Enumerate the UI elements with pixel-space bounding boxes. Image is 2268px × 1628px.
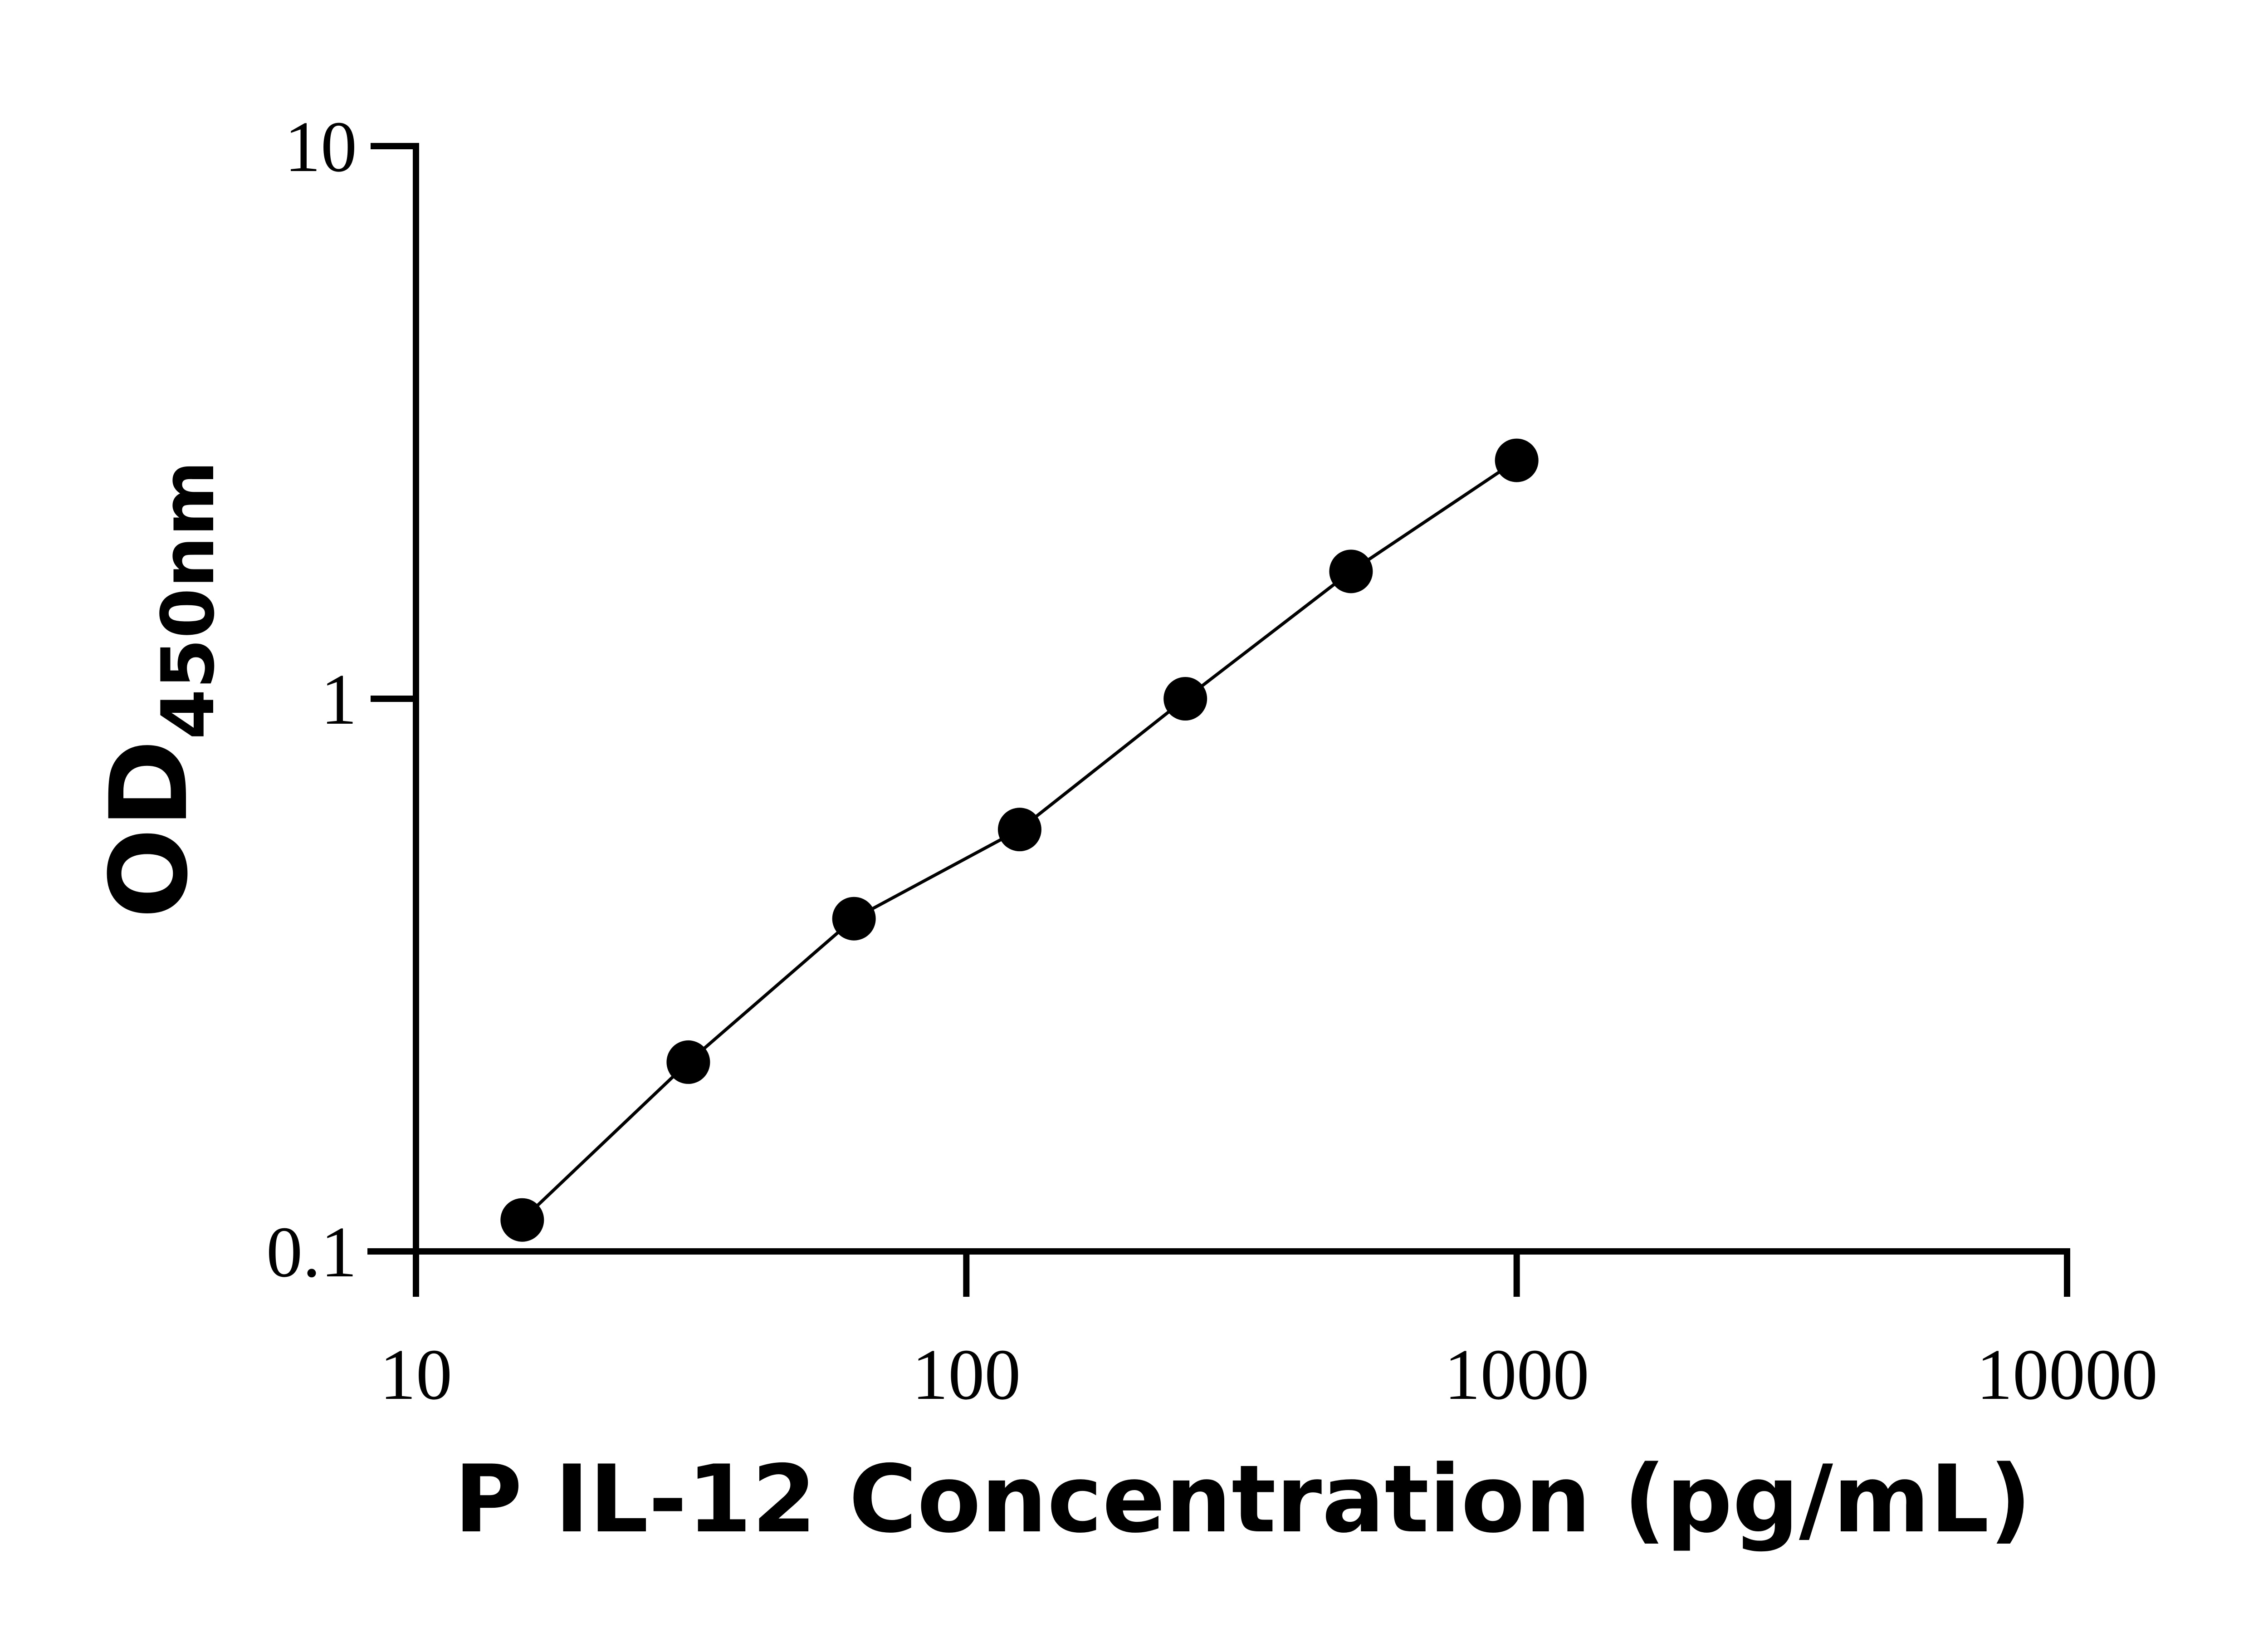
x-tick-label: 100: [912, 1334, 1021, 1415]
data-point: [832, 897, 876, 941]
y-tick-label: 10: [284, 106, 357, 187]
axes: [367, 143, 2070, 1255]
data-point: [1163, 677, 1207, 721]
y-axis-title: OD450nm: [88, 461, 230, 918]
x-axis-title: P IL-12 Concentration (pg/mL): [454, 1446, 2032, 1554]
data-point: [1495, 438, 1539, 482]
data-point: [997, 808, 1041, 852]
y-axis-ticks: 0.1 1 10: [266, 106, 416, 1292]
y-tick-label: 0.1: [266, 1211, 357, 1292]
y-tick-label: 1: [321, 659, 357, 740]
data-point: [1329, 549, 1373, 593]
x-tick-label: 1000: [1444, 1334, 1589, 1415]
x-tick-label: 10: [380, 1334, 452, 1415]
y-axis-title-main: OD: [88, 740, 211, 919]
x-axis-ticks: 10 100 1000 10000: [380, 1251, 2158, 1415]
data-point: [500, 1198, 544, 1242]
y-axis-title-subscript: 450nm: [146, 461, 230, 740]
x-tick-label: 10000: [1976, 1334, 2158, 1415]
data-series: [500, 438, 1539, 1242]
data-point: [666, 1040, 710, 1084]
